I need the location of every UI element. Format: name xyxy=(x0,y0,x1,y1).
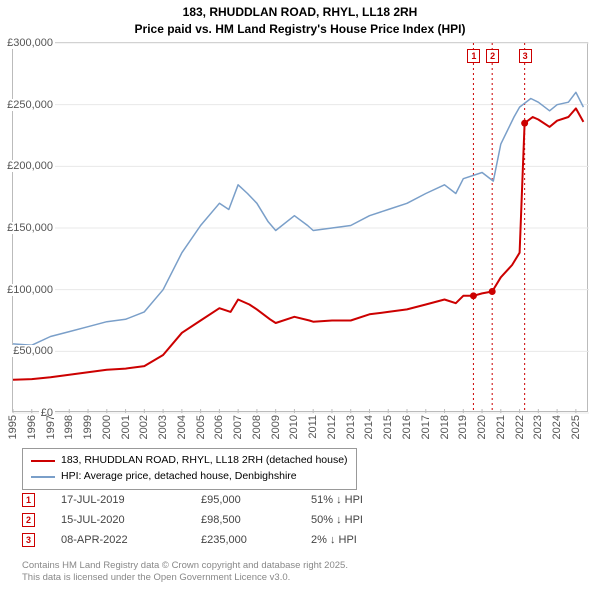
y-tick-label: £100,000 xyxy=(5,284,55,296)
event-row: 1 17-JUL-2019£95,00051% ↓ HPI xyxy=(22,490,421,510)
x-tick-label: 2013 xyxy=(345,415,357,439)
event-marker: 3 xyxy=(22,533,35,547)
x-tick-label: 2010 xyxy=(288,415,300,439)
chart-title-block: 183, RHUDDLAN ROAD, RHYL, LL18 2RH Price… xyxy=(0,0,600,40)
y-tick-label: £300,000 xyxy=(5,37,55,49)
y-tick-label: £200,000 xyxy=(5,160,55,172)
chart-svg xyxy=(13,43,587,411)
x-tick-label: 2012 xyxy=(326,415,338,439)
x-tick-label: 2011 xyxy=(307,415,319,439)
legend-swatch-hpi xyxy=(31,476,55,478)
footer-line-1: Contains HM Land Registry data © Crown c… xyxy=(22,560,348,572)
x-tick-label: 1997 xyxy=(45,415,57,439)
x-tick-label: 1999 xyxy=(82,415,94,439)
y-tick-label: £50,000 xyxy=(11,345,55,357)
event-delta: 50% ↓ HPI xyxy=(311,514,421,526)
x-tick-label: 2019 xyxy=(457,415,469,439)
x-tick-label: 2018 xyxy=(439,415,451,439)
event-row: 2 15-JUL-2020£98,50050% ↓ HPI xyxy=(22,510,421,530)
chart-marker-2: 2 xyxy=(486,49,499,63)
event-marker: 1 xyxy=(22,493,35,507)
x-tick-label: 2002 xyxy=(138,415,150,439)
event-price: £95,000 xyxy=(201,494,311,506)
event-price: £98,500 xyxy=(201,514,311,526)
legend-swatch-property xyxy=(31,460,55,462)
x-tick-label: 2023 xyxy=(532,415,544,439)
x-tick-label: 2025 xyxy=(570,415,582,439)
event-delta: 51% ↓ HPI xyxy=(311,494,421,506)
legend-row-property: 183, RHUDDLAN ROAD, RHYL, LL18 2RH (deta… xyxy=(31,453,348,469)
x-tick-label: 2024 xyxy=(551,415,563,439)
footer-line-2: This data is licensed under the Open Gov… xyxy=(22,572,348,584)
event-row: 3 08-APR-2022£235,0002% ↓ HPI xyxy=(22,530,421,550)
x-tick-label: 2014 xyxy=(363,415,375,439)
x-tick-label: 2007 xyxy=(232,415,244,439)
x-tick-label: 1995 xyxy=(7,415,19,439)
event-marker: 2 xyxy=(22,513,35,527)
event-date: 15-JUL-2020 xyxy=(61,514,201,526)
event-table: 1 17-JUL-2019£95,00051% ↓ HPI 2 15-JUL-2020… xyxy=(22,490,421,550)
x-tick-label: 2021 xyxy=(495,415,507,439)
x-tick-label: 2016 xyxy=(401,415,413,439)
event-date: 17-JUL-2019 xyxy=(61,494,201,506)
chart-marker-3: 3 xyxy=(519,49,532,63)
legend-row-hpi: HPI: Average price, detached house, Denb… xyxy=(31,469,348,485)
x-tick-label: 1996 xyxy=(26,415,38,439)
x-tick-label: 2009 xyxy=(270,415,282,439)
y-tick-label: £250,000 xyxy=(5,99,55,111)
x-tick-label: 1998 xyxy=(63,415,75,439)
event-date: 08-APR-2022 xyxy=(61,534,201,546)
x-tick-label: 2004 xyxy=(176,415,188,439)
x-tick-label: 2005 xyxy=(195,415,207,439)
x-tick-label: 2017 xyxy=(420,415,432,439)
x-tick-label: 2022 xyxy=(514,415,526,439)
legend-label-hpi: HPI: Average price, detached house, Denb… xyxy=(61,469,297,485)
x-tick-label: 2006 xyxy=(213,415,225,439)
event-delta: 2% ↓ HPI xyxy=(311,534,421,546)
x-tick-label: 2000 xyxy=(101,415,113,439)
title-line-1: 183, RHUDDLAN ROAD, RHYL, LL18 2RH xyxy=(0,4,600,21)
legend-label-property: 183, RHUDDLAN ROAD, RHYL, LL18 2RH (deta… xyxy=(61,453,348,469)
title-line-2: Price paid vs. HM Land Registry's House … xyxy=(0,21,600,38)
chart-plot-area: £0£50,000£100,000£150,000£200,000£250,00… xyxy=(12,42,588,412)
y-tick-label: £150,000 xyxy=(5,222,55,234)
footer-note: Contains HM Land Registry data © Crown c… xyxy=(22,560,348,584)
x-tick-label: 2015 xyxy=(382,415,394,439)
event-price: £235,000 xyxy=(201,534,311,546)
x-tick-label: 2001 xyxy=(120,415,132,439)
chart-marker-1: 1 xyxy=(467,49,480,63)
x-tick-label: 2003 xyxy=(157,415,169,439)
legend-box: 183, RHUDDLAN ROAD, RHYL, LL18 2RH (deta… xyxy=(22,448,357,490)
x-tick-label: 2020 xyxy=(476,415,488,439)
x-tick-label: 2008 xyxy=(251,415,263,439)
